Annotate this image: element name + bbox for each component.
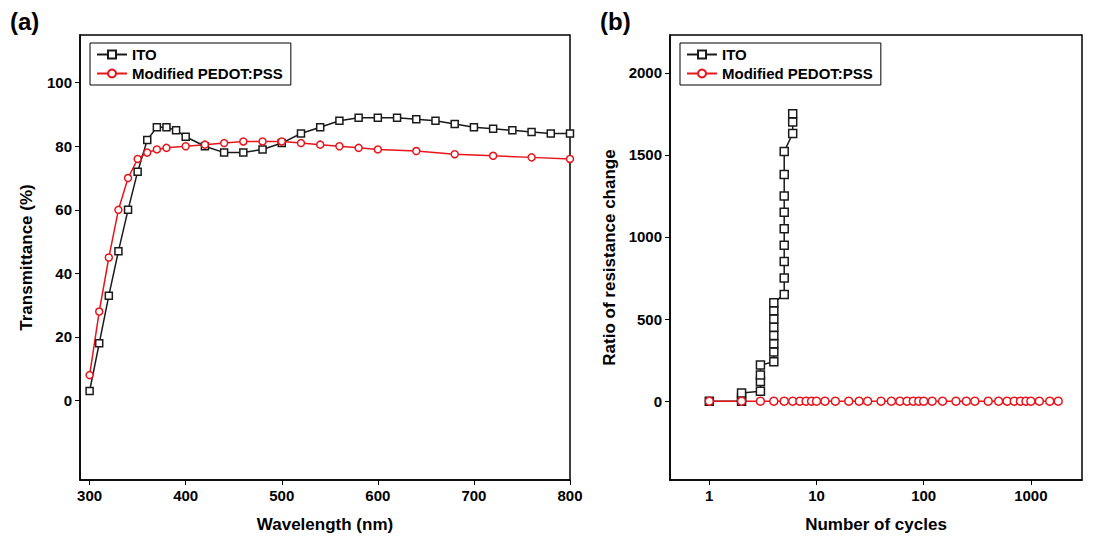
svg-text:100: 100 <box>47 74 72 91</box>
svg-text:(a): (a) <box>10 8 39 35</box>
svg-text:1000: 1000 <box>1014 487 1047 504</box>
svg-text:Ratio of resistance change: Ratio of resistance change <box>600 149 619 365</box>
svg-text:ITO: ITO <box>722 46 747 63</box>
svg-text:20: 20 <box>55 328 72 345</box>
svg-text:10: 10 <box>808 487 825 504</box>
svg-text:1000: 1000 <box>629 228 662 245</box>
svg-text:Modified PEDOT:PSS: Modified PEDOT:PSS <box>132 65 283 82</box>
svg-text:Transmittance (%): Transmittance (%) <box>17 184 36 330</box>
svg-text:40: 40 <box>55 265 72 282</box>
svg-text:0: 0 <box>654 393 662 410</box>
svg-text:1500: 1500 <box>629 146 662 163</box>
svg-text:500: 500 <box>269 487 294 504</box>
svg-text:500: 500 <box>637 311 662 328</box>
svg-text:Number of cycles: Number of cycles <box>805 515 947 534</box>
svg-text:(b): (b) <box>600 8 631 35</box>
svg-text:ITO: ITO <box>132 46 157 63</box>
svg-text:Wavelength (nm): Wavelength (nm) <box>257 515 393 534</box>
svg-text:400: 400 <box>173 487 198 504</box>
svg-text:700: 700 <box>461 487 486 504</box>
svg-text:0: 0 <box>64 392 72 409</box>
svg-text:60: 60 <box>55 201 72 218</box>
svg-text:Modified PEDOT:PSS: Modified PEDOT:PSS <box>722 65 873 82</box>
svg-text:2000: 2000 <box>629 64 662 81</box>
svg-text:300: 300 <box>77 487 102 504</box>
svg-text:800: 800 <box>557 487 582 504</box>
svg-text:600: 600 <box>365 487 390 504</box>
svg-text:100: 100 <box>911 487 936 504</box>
svg-text:1: 1 <box>705 487 713 504</box>
svg-text:80: 80 <box>55 138 72 155</box>
